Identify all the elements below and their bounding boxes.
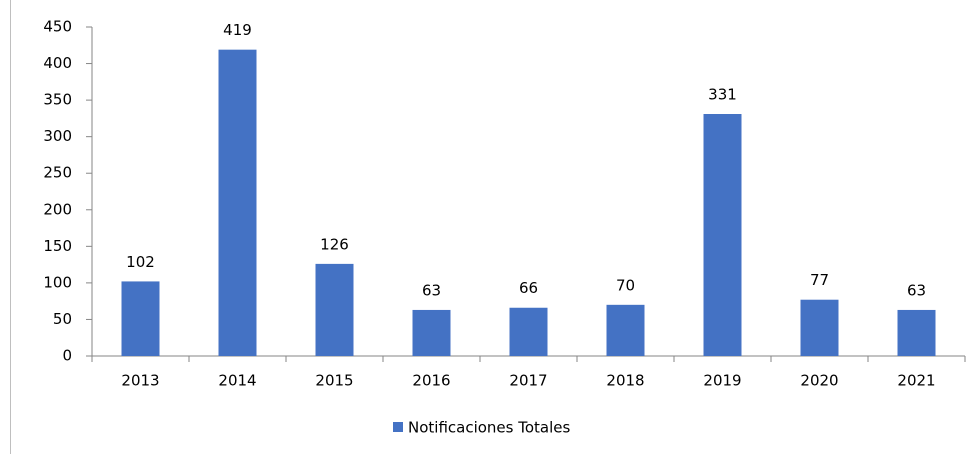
bar [800,299,839,356]
x-tick-label: 2013 [121,372,159,390]
y-tick-label: 100 [43,273,72,291]
y-tick-label: 200 [43,200,72,218]
x-tick-label: 2018 [606,372,644,390]
y-tick-label: 0 [62,347,72,365]
data-label: 126 [320,235,349,253]
x-tick-label: 2015 [315,372,353,390]
y-tick-label: 350 [43,91,72,109]
bar [897,309,936,356]
bar [121,281,160,356]
y-tick-label: 150 [43,237,72,255]
data-label: 77 [810,271,829,289]
x-tick-label: 2019 [703,372,741,390]
data-label: 70 [616,276,635,294]
data-label: 63 [907,281,926,299]
bar [606,304,645,356]
bar [218,49,257,357]
legend-swatch [393,422,403,432]
x-tick-label: 2020 [800,372,838,390]
bar [509,307,548,356]
data-label: 419 [223,21,252,39]
x-tick-label: 2014 [218,372,256,390]
y-tick-label: 450 [43,18,72,36]
y-tick-label: 50 [53,310,72,328]
data-label: 63 [422,281,441,299]
bar [412,309,451,356]
data-label: 331 [708,86,737,104]
bar [315,263,354,356]
data-label: 102 [126,253,155,271]
y-tick-label: 250 [43,164,72,182]
x-tick-label: 2021 [897,372,935,390]
bar [703,114,742,356]
data-label: 66 [519,279,538,297]
y-tick-label: 400 [43,54,72,72]
chart-frame [10,0,11,454]
y-tick-label: 300 [43,127,72,145]
x-tick-label: 2017 [509,372,547,390]
legend-label: Notificaciones Totales [408,419,571,437]
x-tick-label: 2016 [412,372,450,390]
